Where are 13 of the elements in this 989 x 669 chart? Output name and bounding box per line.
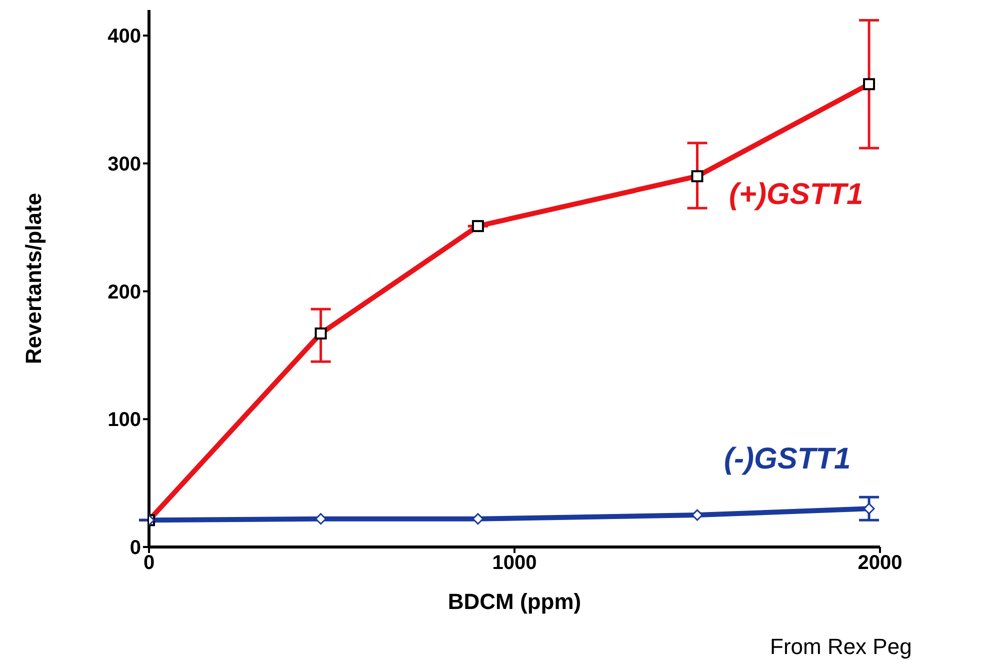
x-tick-label: 1000 (492, 552, 537, 574)
series-label: (-)GSTT1 (724, 442, 851, 476)
series-label: (+)GSTT1 (729, 178, 864, 212)
y-tick-label: 200 (108, 281, 141, 304)
x-tick-label: 0 (143, 552, 155, 574)
y-axis-title: Revertants/plate (20, 192, 46, 364)
y-tick-label: 100 (108, 409, 141, 432)
x-axis-title: BDCM (ppm) (448, 589, 582, 614)
y-tick-label: 300 (108, 154, 141, 176)
text: From Rex Peg (770, 634, 912, 660)
x-tick-label: 2000 (858, 552, 902, 574)
y-tick-label: 400 (108, 26, 141, 48)
y-tick-label: 0 (130, 537, 141, 560)
